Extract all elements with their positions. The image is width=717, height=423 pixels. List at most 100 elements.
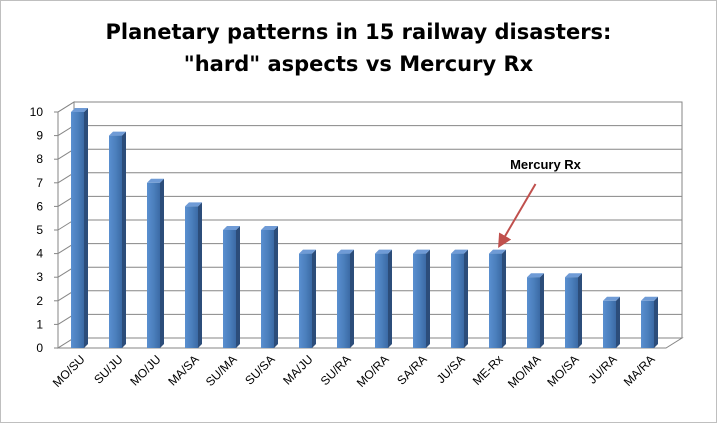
y-tick-label: 1: [36, 317, 43, 331]
bar: [489, 249, 506, 348]
bar-top: [261, 226, 278, 230]
annotation-label: Mercury Rx: [510, 157, 582, 172]
bar: [565, 273, 582, 348]
bars: [71, 108, 658, 348]
bar-top: [223, 226, 240, 230]
x-tick-label: SU/SA: [242, 352, 277, 387]
bar-side: [654, 296, 658, 348]
bar-front: [261, 230, 274, 348]
annotation-arrow: [498, 183, 537, 249]
x-tick-label: MA/JU: [280, 352, 315, 387]
bar-front: [375, 253, 388, 348]
bar-side: [236, 226, 240, 348]
annotation: Mercury Rx: [498, 157, 582, 249]
x-tick-label: MO/SA: [544, 352, 581, 389]
bar-front: [527, 277, 540, 348]
bar-side: [198, 202, 202, 348]
y-tick-label: 10: [30, 105, 44, 119]
bar-top: [109, 131, 126, 136]
x-tick-label: SA/RA: [394, 352, 429, 387]
bar-side: [502, 249, 506, 348]
y-tick-label: 2: [36, 294, 43, 308]
x-tick-label: ME-Rx: [470, 352, 506, 388]
bar-front: [337, 253, 350, 348]
bar-side: [122, 131, 126, 348]
y-axis-ticks: 0 1 2 3 4 5 6 7 8 9 10: [30, 105, 59, 355]
bar: [71, 108, 88, 348]
x-tick-label: MO/RA: [354, 352, 392, 390]
bar-side: [84, 108, 88, 348]
bar: [375, 249, 392, 348]
bar: [451, 249, 468, 348]
bar-side: [578, 273, 582, 348]
bar-front: [489, 253, 502, 348]
y-tick-label: 8: [36, 152, 43, 166]
bar: [299, 249, 316, 348]
bar-side: [426, 249, 430, 348]
bar-front: [185, 206, 198, 348]
x-tick-label: MO/SU: [50, 352, 88, 390]
y-tick-label: 4: [36, 247, 43, 261]
y-tick-label: 0: [36, 341, 43, 355]
bar-front: [71, 112, 84, 348]
bar-front: [147, 182, 160, 348]
bar-front: [565, 277, 578, 348]
x-tick-label: SU/RA: [318, 352, 354, 388]
chart-title-line-1: Planetary patterns in 15 railway disaste…: [105, 20, 612, 44]
bar-top: [527, 273, 544, 278]
bar-front: [413, 253, 426, 348]
x-tick-label: SU/MA: [203, 352, 240, 389]
y-tick-label: 3: [36, 270, 43, 284]
bar-top: [185, 202, 202, 207]
bar: [413, 249, 430, 348]
bar-top: [71, 108, 88, 112]
bar-top: [375, 249, 392, 254]
y-tick-label: 7: [36, 176, 43, 190]
bar: [185, 202, 202, 348]
bar: [147, 178, 164, 348]
x-tick-label: SU/JU: [91, 352, 125, 386]
bar-side: [540, 273, 544, 348]
y-tick-label: 6: [36, 199, 43, 213]
bar-front: [603, 300, 616, 348]
bar: [223, 226, 240, 348]
bar: [109, 131, 126, 348]
x-axis-ticks: MO/SU SU/JU MO/JU MA/SA SU/MA SU/SA MA/JU SU/RA…: [50, 352, 658, 391]
bar-top: [337, 249, 354, 254]
bar-front: [109, 135, 122, 348]
bar: [641, 296, 658, 348]
bar: [603, 296, 620, 348]
x-tick-label: MA/SA: [165, 352, 201, 388]
chart-title: Planetary patterns in 15 railway disaste…: [0, 16, 717, 80]
x-tick-label: MA/RA: [621, 352, 658, 389]
bar-top: [413, 249, 430, 254]
bar-top: [451, 249, 468, 254]
bar-front: [299, 253, 312, 348]
x-tick-label: JU/SA: [434, 352, 468, 386]
bar-side: [274, 226, 278, 348]
x-tick-label: MO/JU: [127, 352, 163, 388]
x-tick-label: JU/RA: [585, 352, 619, 386]
bar-top: [603, 296, 620, 301]
bar-top: [565, 273, 582, 278]
x-tick-label: MO/MA: [505, 352, 544, 391]
bar-front: [451, 253, 464, 348]
gridline-side: [57, 101, 75, 113]
bar-front: [223, 230, 236, 348]
bar-side: [160, 178, 164, 348]
bar-side: [312, 249, 316, 348]
bar-front: [641, 300, 654, 348]
bar-top: [489, 249, 506, 254]
y-tick-label: 9: [36, 129, 43, 143]
bar: [261, 226, 278, 348]
bar: [337, 249, 354, 348]
bar-side: [388, 249, 392, 348]
bar-top: [641, 296, 658, 301]
bar-top: [147, 178, 164, 183]
chart-title-line-2: "hard" aspects vs Mercury Rx: [183, 52, 534, 76]
y-tick-label: 5: [36, 223, 43, 237]
bar-side: [464, 249, 468, 348]
bar-top: [299, 249, 316, 254]
bar: [527, 273, 544, 348]
